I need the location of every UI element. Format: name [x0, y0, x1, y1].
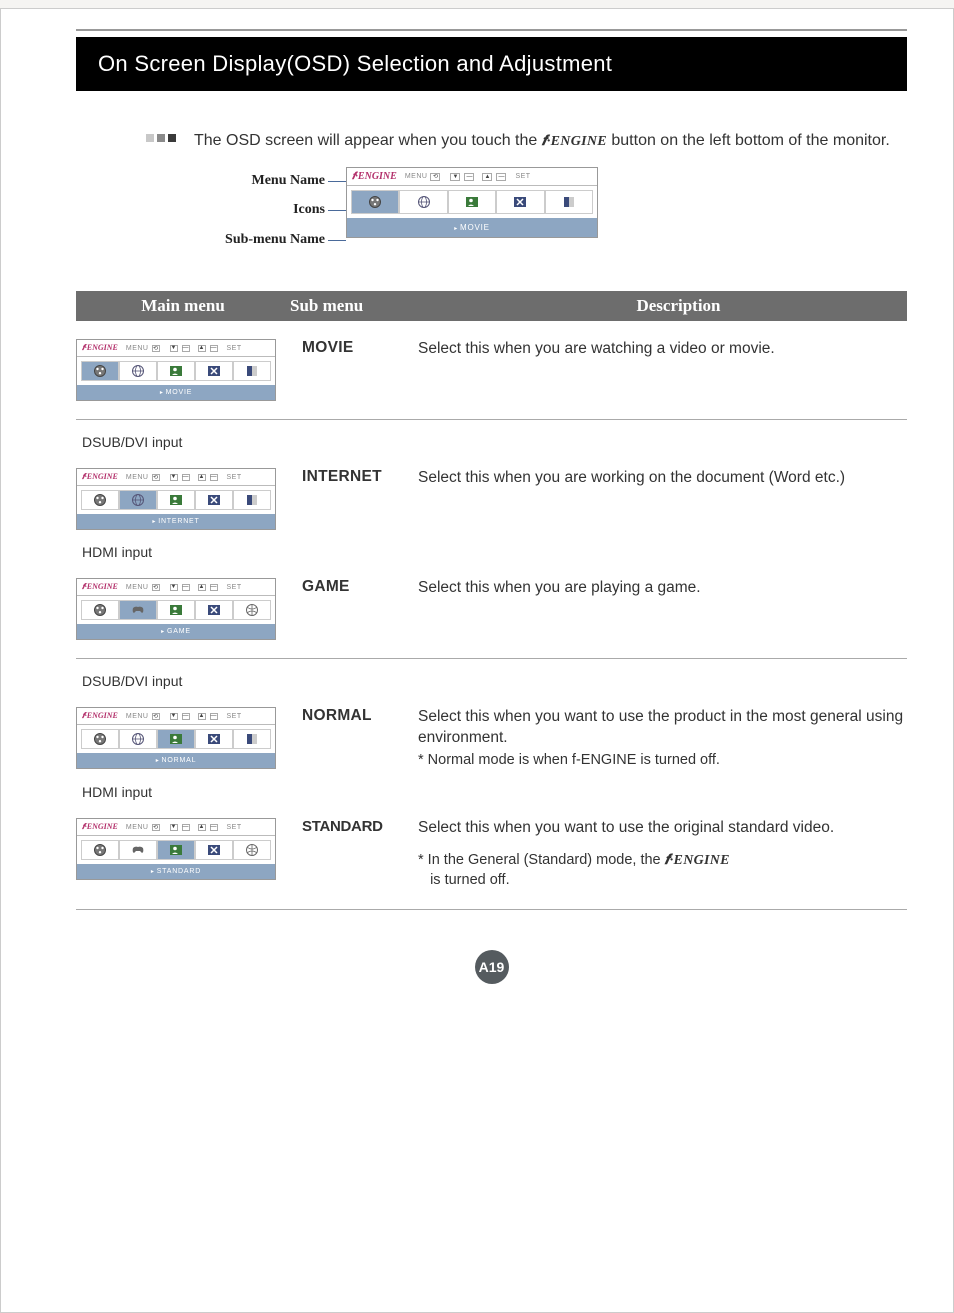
mode-row: 𝒇·ENGINE MENU⟲ ▼— ▲— SET ▸STANDARD STAND… — [76, 818, 907, 890]
osd-submenu-label: ▸NORMAL — [77, 753, 275, 768]
osd-ic-demo — [233, 361, 271, 381]
osd-ic-movie — [81, 840, 119, 860]
osd-ic-movie — [81, 729, 119, 749]
osd-engine-label: 𝒇·ENGINE — [82, 582, 118, 592]
mode-submenu: NORMAL — [302, 707, 396, 725]
mode-row: 𝒇·ENGINE MENU⟲ ▼— ▲— SET ▸INTERNET INTER… — [76, 468, 907, 530]
osd-ic-x — [195, 729, 233, 749]
osd-ic-globe — [399, 190, 447, 214]
row-divider — [76, 658, 907, 659]
page-title: On Screen Display(OSD) Selection and Adj… — [76, 37, 907, 91]
mode-description: Select this when you want to use the ori… — [418, 818, 907, 890]
input-label: DSUB/DVI input — [82, 673, 907, 689]
osd-ic-demo — [545, 190, 593, 214]
row-divider — [76, 419, 907, 420]
callout-icons: Icons — [293, 202, 325, 218]
mode-description: Select this when you are watching a vide… — [418, 339, 907, 360]
engine-label: 𝒇·ENGINE — [542, 134, 607, 149]
osd-submenu-label: ▸MOVIE — [77, 385, 275, 400]
th-sub-menu: Sub menu — [290, 291, 450, 321]
osd-ic-x — [496, 190, 544, 214]
osd-ic-movie — [81, 361, 119, 381]
osd-submenu-label: ▸GAME — [77, 624, 275, 639]
mode-submenu: STANDARD — [302, 818, 396, 835]
callout-menu-name: Menu Name — [252, 173, 326, 189]
osd-ic-ball — [233, 840, 271, 860]
osd-ic-demo — [233, 729, 271, 749]
intro-text: The OSD screen will appear when you touc… — [194, 129, 907, 153]
osd-thumbnail: 𝒇·ENGINE MENU⟲ ▼— ▲— SET ▸INTERNET — [76, 468, 276, 530]
osd-engine-label: 𝒇·ENGINE — [82, 343, 118, 353]
osd-thumbnail: 𝒇·ENGINE MENU⟲ ▼— ▲— SET ▸NORMAL — [76, 707, 276, 769]
osd-submenu-label: ▸MOVIE — [347, 218, 597, 237]
osd-ic-x — [195, 490, 233, 510]
input-label: HDMI input — [82, 784, 907, 800]
mode-description: Select this when you want to use the pro… — [418, 707, 907, 770]
table-header: Main menu Sub menu Description — [76, 291, 907, 321]
input-label: DSUB/DVI input — [82, 434, 907, 450]
input-label: HDMI input — [82, 544, 907, 560]
osd-ic-x — [195, 361, 233, 381]
row-divider — [76, 909, 907, 910]
osd-ic-ball — [233, 600, 271, 620]
osd-ic-movie — [351, 190, 399, 214]
osd-engine-label: 𝒇·ENGINE — [82, 822, 118, 832]
osd-thumbnail: 𝒇·ENGINE MENU⟲ ▼— ▲— SET ▸MOVIE — [76, 339, 276, 401]
osd-engine-label: 𝒇·ENGINE — [82, 472, 118, 482]
mode-row: 𝒇·ENGINE MENU⟲ ▼— ▲— SET ▸MOVIE MOVIE Se… — [76, 339, 907, 401]
osd-ic-pad — [119, 600, 157, 620]
mode-submenu: MOVIE — [302, 339, 396, 357]
osd-engine-label: 𝒇·ENGINE — [352, 171, 397, 182]
osd-submenu-label: ▸STANDARD — [77, 864, 275, 879]
osd-ic-globe — [119, 729, 157, 749]
osd-ic-x — [195, 840, 233, 860]
osd-ic-user — [157, 729, 195, 749]
mode-description: Select this when you are playing a game. — [418, 578, 907, 599]
page-number-badge: A19 — [475, 950, 509, 984]
osd-ic-user — [157, 490, 195, 510]
mode-row: 𝒇·ENGINE MENU⟲ ▼— ▲— SET ▸GAME GAME Sele… — [76, 578, 907, 640]
osd-thumbnail: 𝒇·ENGINE MENU⟲ ▼— ▲— SET ▸STANDARD — [76, 818, 276, 880]
osd-ic-movie — [81, 600, 119, 620]
osd-ic-demo — [233, 490, 271, 510]
callout-submenu-name: Sub-menu Name — [225, 232, 325, 248]
th-description: Description — [450, 291, 907, 321]
osd-ic-globe — [119, 490, 157, 510]
bullet-icon — [146, 134, 176, 142]
mode-submenu: INTERNET — [302, 468, 396, 486]
osd-ic-x — [195, 600, 233, 620]
osd-engine-label: 𝒇·ENGINE — [82, 711, 118, 721]
osd-ic-globe — [119, 361, 157, 381]
osd-ic-user — [157, 840, 195, 860]
mode-note: * Normal mode is when f-ENGINE is turned… — [418, 751, 907, 771]
osd-ic-user — [448, 190, 496, 214]
osd-ic-movie — [81, 490, 119, 510]
mode-description: Select this when you are working on the … — [418, 468, 907, 489]
osd-ic-pad — [119, 840, 157, 860]
osd-ic-user — [157, 600, 195, 620]
mode-row: 𝒇·ENGINE MENU⟲ ▼— ▲— SET ▸NORMAL NORMAL … — [76, 707, 907, 770]
osd-thumbnail: 𝒇·ENGINE MENU⟲ ▼— ▲— SET ▸MOVIE — [346, 167, 598, 238]
mode-submenu: GAME — [302, 578, 396, 596]
mode-note: * In the General (Standard) mode, the 𝒇·… — [418, 851, 907, 890]
osd-ic-user — [157, 361, 195, 381]
osd-thumbnail: 𝒇·ENGINE MENU⟲ ▼— ▲— SET ▸GAME — [76, 578, 276, 640]
osd-submenu-label: ▸INTERNET — [77, 514, 275, 529]
th-main-menu: Main menu — [76, 291, 290, 321]
